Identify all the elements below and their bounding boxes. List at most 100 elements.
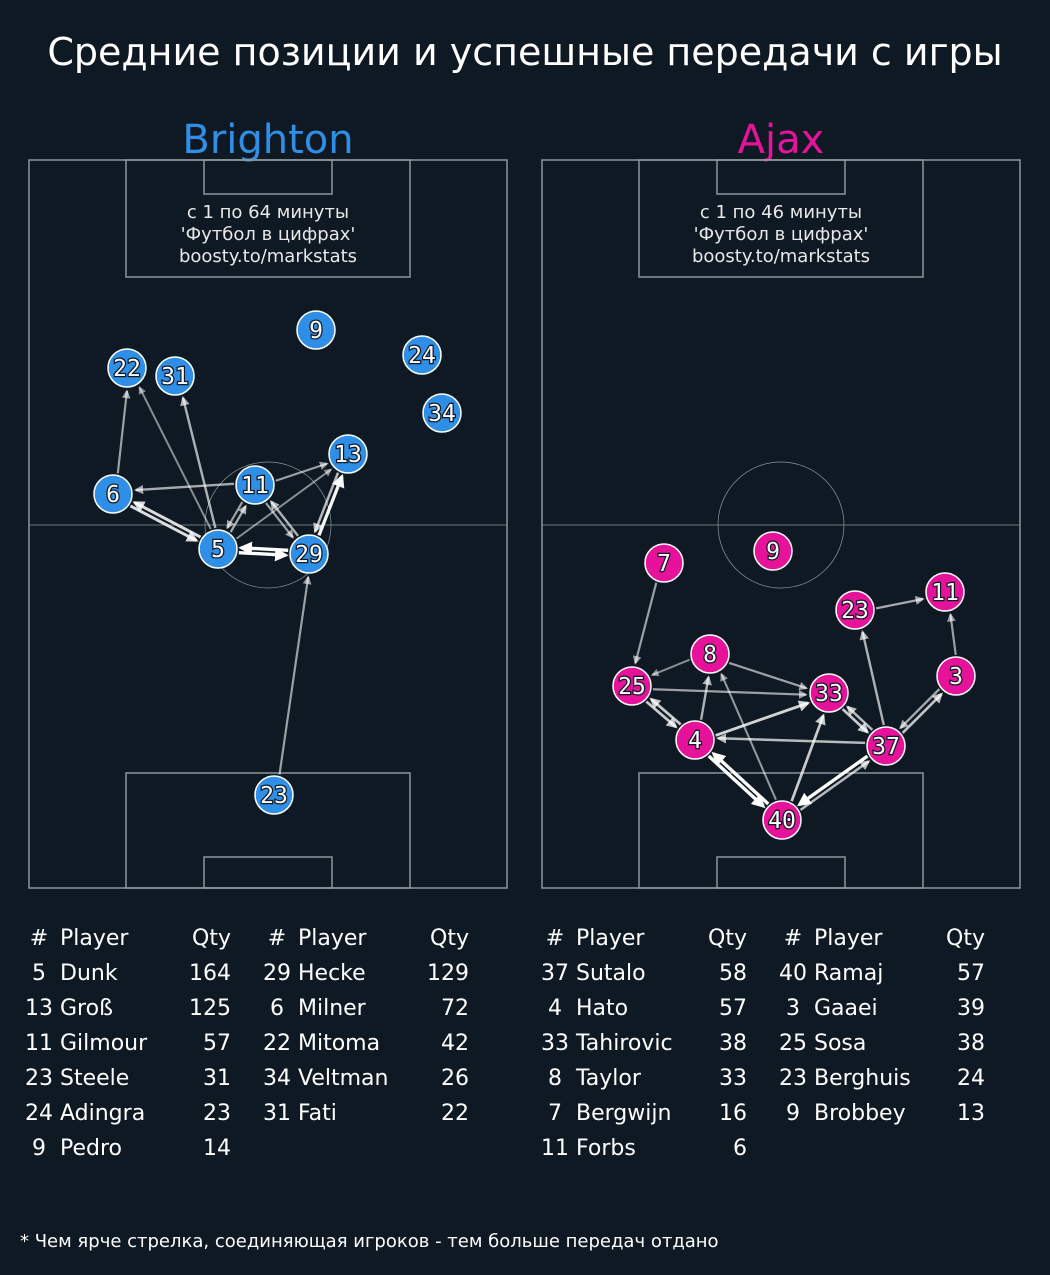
player-name-cell: Taylor: [576, 1066, 641, 1091]
player-dot: [296, 310, 336, 350]
player-number: 33: [815, 681, 843, 707]
table-row: 37 Sutalo 58: [540, 961, 780, 996]
pass-arrow-11-to-13: [275, 461, 329, 482]
player-number-cell: #: [783, 926, 803, 951]
pass-qty-cell: 38: [719, 1031, 747, 1056]
pass-qty-cell: 26: [441, 1066, 469, 1091]
player-number: 25: [618, 674, 646, 700]
table-ajax-col1: # Player Qty 37 Sutalo 58 4 Hato 57 33 Tahirovic 38…: [540, 926, 780, 1171]
pass-qty-cell: 38: [957, 1031, 985, 1056]
player-marker-23: 23: [254, 775, 294, 815]
player-number: 31: [161, 364, 189, 390]
player-dot: [289, 534, 329, 574]
player-marker-5: 5: [198, 529, 238, 569]
table-row: 23 Berghuis 24: [778, 1066, 1018, 1101]
pass-arrow-11-to-5: [226, 501, 244, 530]
player-name-cell: Fati: [298, 1101, 337, 1126]
pass-qty-cell: 6: [733, 1136, 747, 1161]
pass-arrow-40-to-4: [711, 751, 770, 806]
player-marker-24: 24: [402, 335, 442, 375]
player-number-cell: 6: [270, 996, 284, 1021]
player-name-cell: Steele: [60, 1066, 130, 1091]
player-number-cell: 37: [541, 961, 569, 986]
player-name-cell: Hecke: [298, 961, 366, 986]
note-time-range: с 1 по 46 минуты: [699, 202, 863, 223]
note-source: 'Футбол в цифрах': [693, 224, 869, 245]
player-number: 40: [768, 808, 796, 834]
pass-arrow-4-to-33: [715, 700, 811, 737]
player-dot: [753, 531, 793, 571]
player-marker-9: 9: [296, 310, 336, 350]
pass-arrows: [116, 386, 345, 775]
player-number: 34: [428, 401, 456, 427]
player-number: 7: [657, 551, 671, 577]
player-number-cell: 9: [32, 1136, 46, 1161]
player-number-cell: 4: [548, 996, 562, 1021]
note-brighton: с 1 по 64 минуты 'Футбол в цифрах' boost…: [127, 202, 409, 268]
pass-qty-cell: 125: [189, 996, 231, 1021]
pass-arrow-5-to-6: [132, 501, 202, 539]
player-number: 3: [949, 664, 963, 690]
pass-qty-cell: 42: [441, 1031, 469, 1056]
player-name-cell: Dunk: [60, 961, 118, 986]
player-marker-6: 6: [93, 474, 133, 514]
pass-arrow-6-to-22: [116, 389, 131, 474]
player-number: 37: [872, 734, 900, 760]
player-number-cell: 5: [32, 961, 46, 986]
note-link: boosty.to/markstats: [178, 246, 358, 267]
player-marker-22: 22: [107, 348, 147, 388]
pass-arrow-4-to-8: [699, 675, 712, 720]
table-row: 22 Mitoma 42: [262, 1031, 502, 1066]
player-marker-13: 13: [328, 434, 368, 474]
player-number-cell: 34: [263, 1066, 291, 1091]
pass-qty-cell: 57: [203, 1031, 231, 1056]
player-number: 9: [309, 318, 323, 344]
pass-arrows: [632, 582, 957, 811]
pass-qty-cell: Qty: [946, 926, 985, 951]
player-marker-9: 9: [753, 531, 793, 571]
pass-qty-cell: Qty: [192, 926, 231, 951]
player-dot: [254, 775, 294, 815]
center-circle: [204, 461, 332, 589]
player-number-cell: #: [545, 926, 565, 951]
player-number: 22: [113, 356, 141, 382]
player-number-cell: 13: [25, 996, 53, 1021]
pitch-ajax: 9 7 11 23 8 25 3 33 4 37 40 с 1 по 46 минуты 'Футб…: [541, 159, 1021, 890]
pitch-markings: [28, 159, 508, 889]
pass-arrow-4-to-25: [649, 697, 682, 726]
pass-arrow-37-to-33: [846, 705, 874, 731]
table-row: 23 Steele 31: [24, 1066, 264, 1101]
center-circle: [717, 461, 845, 589]
player-name-cell: Ramaj: [814, 961, 884, 986]
player-marker-31: 31: [155, 356, 195, 396]
pass-arrow-29-to-13: [317, 473, 345, 536]
player-marker-37: 37: [866, 726, 906, 766]
pass-arrow-23-to-29: [278, 575, 312, 775]
bottom-goal-area: [716, 856, 846, 889]
player-dot: [762, 800, 802, 840]
pass-arrow-13-to-29: [313, 472, 340, 534]
pass-arrow-5-to-13: [235, 468, 333, 540]
page-title: Средние позиции и успешные передачи с иг…: [47, 30, 1003, 74]
player-name-cell: Pedro: [60, 1136, 123, 1161]
pass-arrow-3-to-11: [947, 612, 957, 655]
player-dot: [235, 465, 275, 505]
player-name-cell: Bergwijn: [576, 1101, 672, 1126]
table-row: 8 Taylor 33: [540, 1066, 780, 1101]
pass-arrow-25-to-4: [645, 700, 678, 729]
player-marker-4: 4: [675, 720, 715, 760]
table-row: 24 Adingra 23: [24, 1101, 264, 1136]
pass-arrow-40-to-33: [790, 713, 826, 802]
pass-arrow-37-to-23: [859, 629, 885, 726]
player-marker-11: 11: [235, 465, 275, 505]
player-number-cell: 25: [779, 1031, 807, 1056]
player-number-cell: 11: [541, 1136, 569, 1161]
player-number: 5: [211, 537, 225, 563]
pass-arrow-8-to-33: [728, 661, 809, 691]
player-number-cell: 8: [548, 1066, 562, 1091]
table-header: # Player Qty: [24, 926, 264, 961]
bottom-goal-area: [203, 856, 333, 889]
player-number: 9: [766, 539, 780, 565]
table-row: 13 Groß 125: [24, 996, 264, 1031]
table-row: 25 Sosa 38: [778, 1031, 1018, 1066]
